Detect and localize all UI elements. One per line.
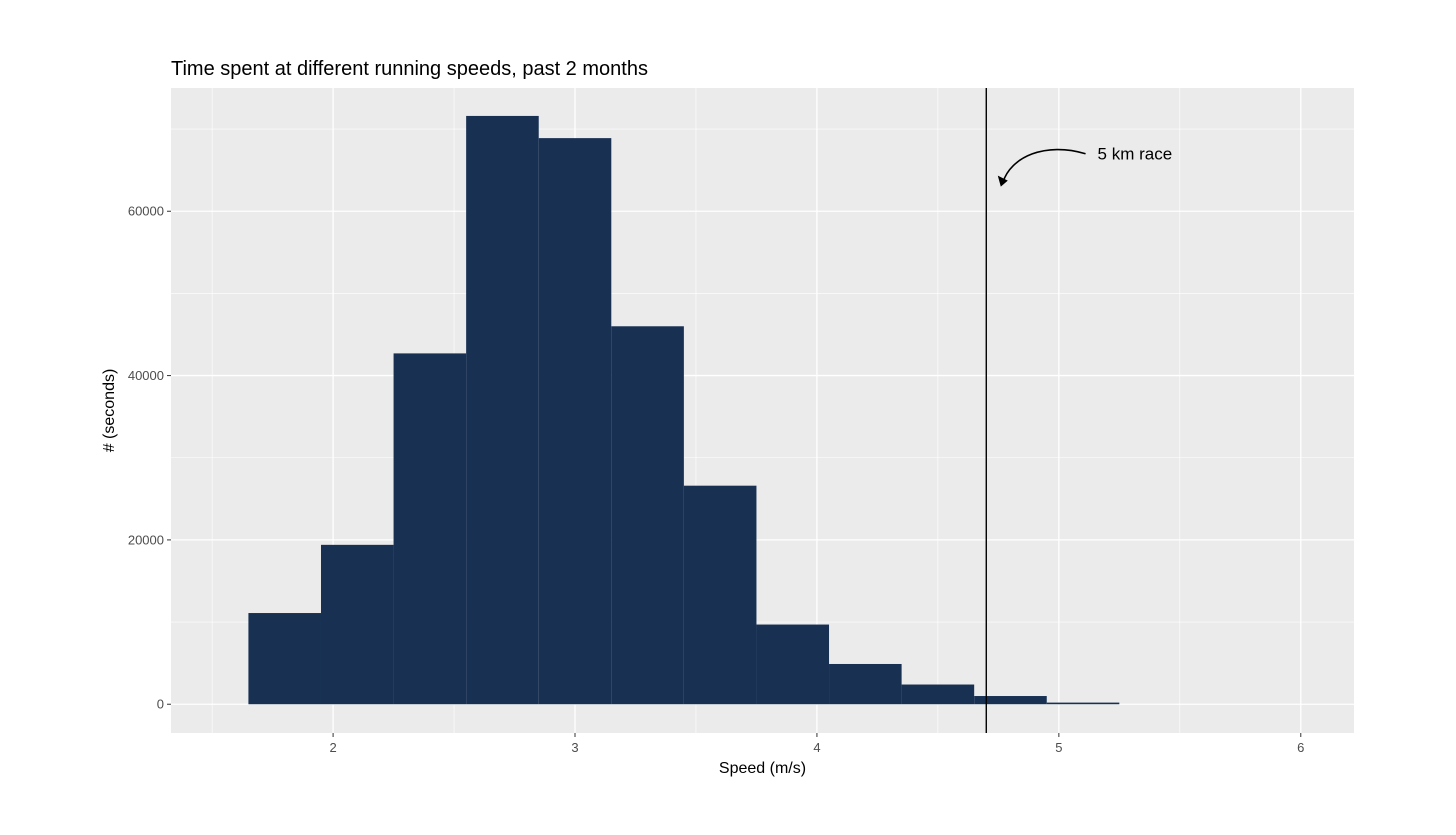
y-tick-label: 40000 bbox=[128, 368, 164, 383]
histogram-bar bbox=[320, 544, 394, 705]
x-tick-label: 4 bbox=[813, 740, 820, 755]
histogram-bar bbox=[466, 115, 539, 705]
y-tick-label: 60000 bbox=[128, 204, 164, 219]
x-tick-label: 3 bbox=[571, 740, 578, 755]
histogram-bar bbox=[756, 624, 830, 705]
annotation-label: 5 km race bbox=[1098, 145, 1173, 164]
y-axis-title: # (seconds) bbox=[101, 369, 118, 453]
x-axis-title: Speed (m/s) bbox=[719, 760, 806, 777]
histogram-bar bbox=[538, 138, 612, 705]
chart-title: Time spent at different running speeds, … bbox=[171, 58, 648, 80]
y-tick-label: 0 bbox=[157, 697, 164, 712]
y-tick-label: 20000 bbox=[128, 532, 164, 547]
histogram-bars bbox=[248, 115, 1120, 705]
histogram-bar bbox=[974, 696, 1047, 705]
annotation-arrowhead-icon bbox=[997, 175, 1008, 187]
y-axis-ticks: 0 20000 40000 60000 bbox=[128, 204, 171, 712]
histogram-bar bbox=[683, 485, 757, 705]
histogram-bar bbox=[393, 353, 467, 705]
x-axis-ticks: 2 3 4 5 6 bbox=[329, 733, 1304, 755]
histogram-bar bbox=[901, 684, 975, 705]
histogram-bar bbox=[248, 613, 321, 705]
histogram-bar bbox=[1046, 702, 1120, 705]
x-tick-label: 2 bbox=[329, 740, 336, 755]
annotation-arrow bbox=[1002, 148, 1086, 183]
x-tick-label: 5 bbox=[1055, 740, 1062, 755]
histogram-bar bbox=[611, 326, 684, 705]
x-tick-label: 6 bbox=[1297, 740, 1304, 755]
histogram-bar bbox=[829, 663, 902, 705]
